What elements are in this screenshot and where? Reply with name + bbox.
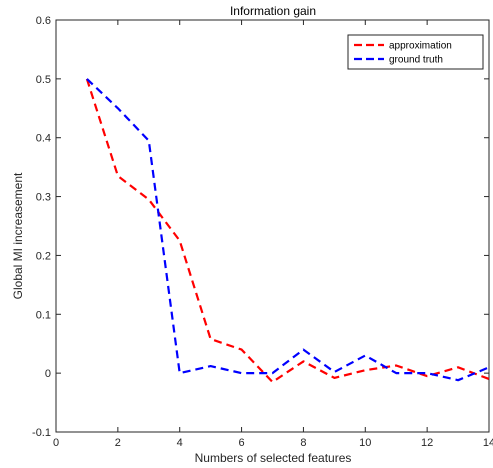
y-tick-label: 0 bbox=[45, 368, 51, 380]
x-tick-label: 2 bbox=[115, 437, 121, 449]
legend-label: ground truth bbox=[389, 55, 443, 66]
chart-title: Information gain bbox=[230, 4, 316, 18]
x-tick-label: 4 bbox=[177, 437, 183, 449]
series-line-approximation bbox=[85, 78, 490, 384]
legend-label: approximation bbox=[389, 41, 452, 52]
x-tick-label: 6 bbox=[239, 437, 245, 449]
y-axis-label: Global MI increasement bbox=[11, 172, 25, 299]
legend-box bbox=[347, 34, 484, 70]
axes: 0 2 4 6 8 10 12 14-0.100.10.20.30.40.50.6 bbox=[32, 15, 493, 449]
x-axis-label: Numbers of selected features bbox=[195, 451, 352, 465]
plot-area bbox=[55, 19, 490, 433]
x-tick-label: 10 bbox=[359, 437, 371, 449]
y-tick-label: 0.2 bbox=[36, 250, 51, 262]
y-tick-label: 0.5 bbox=[36, 74, 51, 86]
x-tick-label: 12 bbox=[421, 437, 433, 449]
plot-frame bbox=[55, 19, 490, 433]
y-tick-label: 0.4 bbox=[36, 133, 51, 145]
y-tick-label: 0.6 bbox=[36, 15, 51, 27]
x-tick-label: 0 bbox=[53, 437, 59, 449]
y-tick-label: 0.1 bbox=[36, 309, 51, 321]
legend: approximation ground truth bbox=[347, 34, 484, 70]
series-layer bbox=[85, 78, 490, 384]
x-tick-label: 14 bbox=[483, 437, 493, 449]
y-tick-label: 0.3 bbox=[36, 192, 51, 204]
y-tick-label: -0.1 bbox=[32, 427, 51, 439]
x-tick-label: 8 bbox=[300, 437, 306, 449]
series-line-ground-truth bbox=[86, 78, 490, 382]
